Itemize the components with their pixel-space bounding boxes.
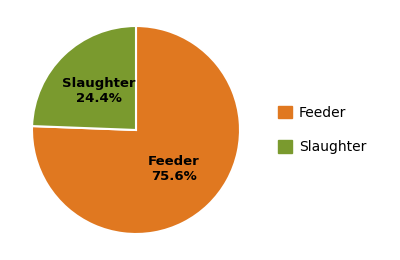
Text: Slaughter
24.4%: Slaughter 24.4% [62,77,135,105]
Wedge shape [32,26,136,130]
Text: Feeder
75.6%: Feeder 75.6% [148,155,199,183]
Wedge shape [32,26,240,234]
Legend: Feeder, Slaughter: Feeder, Slaughter [278,106,366,154]
